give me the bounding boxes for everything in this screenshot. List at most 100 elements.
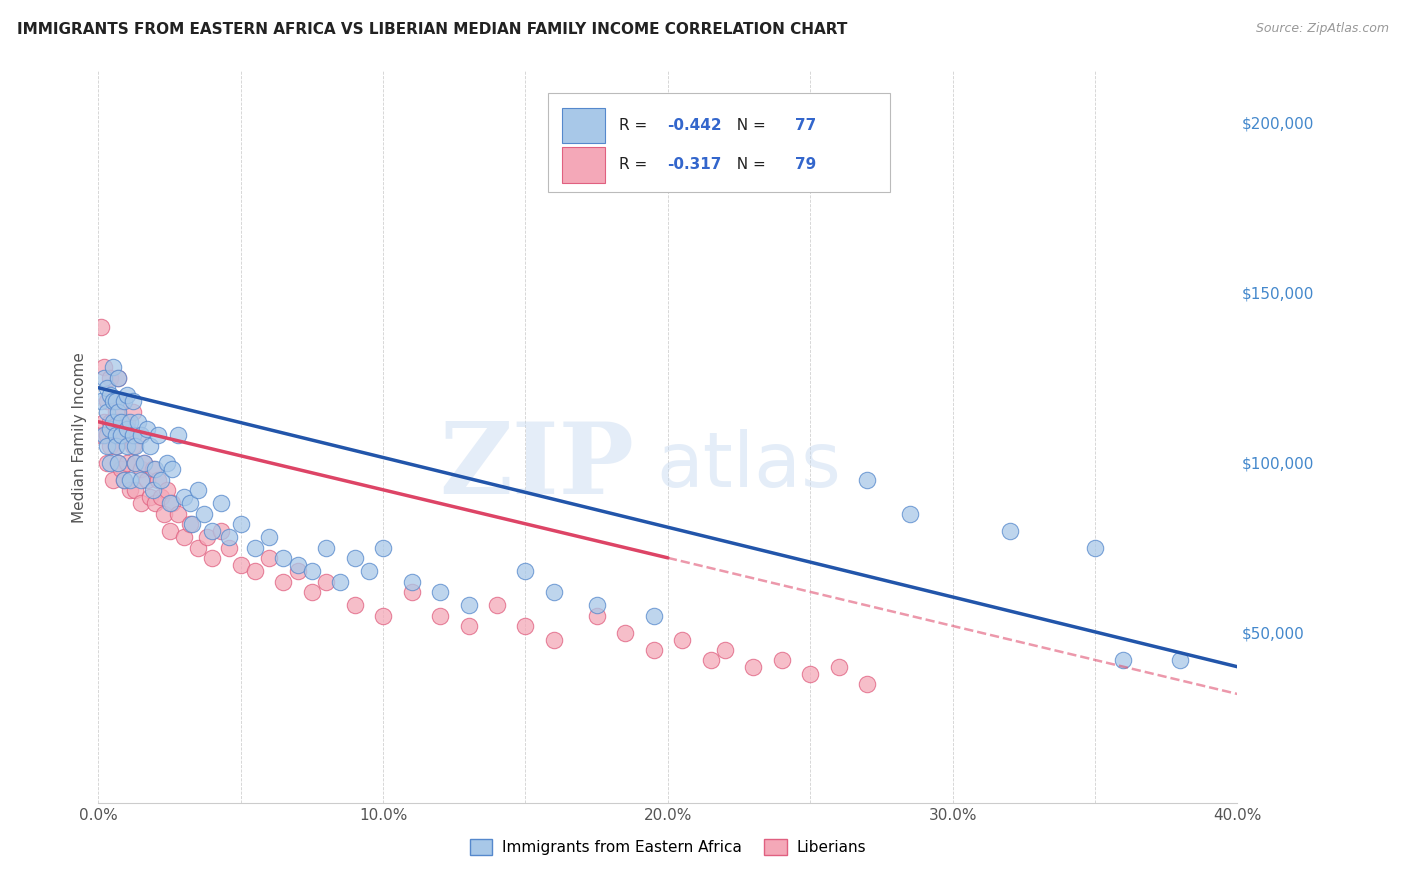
Point [121,404,143,418]
Point [329,574,352,589]
Point [401,574,423,589]
Point [110,428,132,442]
Point [357,565,380,579]
Text: N =: N = [727,118,770,133]
Point [167,428,190,442]
Point [543,632,565,647]
Point [742,659,765,673]
Point [110,428,132,442]
Point [181,516,204,531]
Point [195,531,218,545]
Point [98,421,121,435]
Point [104,428,127,442]
Point [671,632,693,647]
Point [121,394,143,409]
Point [98,415,121,429]
Point [543,585,565,599]
Point [153,507,176,521]
Text: atlas: atlas [657,429,841,503]
Point [429,585,451,599]
Point [1170,653,1192,667]
Point [187,483,209,497]
Point [98,439,121,453]
Text: -0.317: -0.317 [666,158,721,172]
Point [243,541,266,555]
Point [93,428,115,442]
Point [132,456,155,470]
Point [273,574,295,589]
Text: ZIP: ZIP [439,417,634,515]
Point [259,550,281,565]
Point [201,524,224,538]
Point [124,483,146,497]
Point [107,456,129,470]
Point [110,415,132,429]
Point [486,599,509,613]
Text: Source: ZipAtlas.com: Source: ZipAtlas.com [1256,22,1389,36]
Point [343,550,366,565]
Point [273,550,295,565]
Point [141,462,163,476]
Point [998,524,1021,538]
Point [828,659,851,673]
Point [107,370,129,384]
Point [96,404,118,418]
Point [101,428,124,442]
Point [124,456,146,470]
Point [115,415,138,429]
Point [107,456,129,470]
Point [93,360,115,375]
Point [115,456,138,470]
Point [118,483,141,497]
Point [118,428,141,442]
Point [315,541,337,555]
Point [193,507,215,521]
Point [115,387,138,401]
Point [90,319,112,334]
Point [150,473,173,487]
Point [96,439,118,453]
Point [515,619,537,633]
Point [138,439,160,453]
Point [127,415,149,429]
Point [856,677,879,691]
FancyBboxPatch shape [562,108,605,143]
Point [96,381,118,395]
Point [218,541,240,555]
Point [799,666,821,681]
Point [259,531,281,545]
Point [287,558,309,572]
Point [101,360,124,375]
Point [104,404,127,418]
Point [90,394,112,409]
Point [148,428,170,442]
Legend: Immigrants from Eastern Africa, Liberians: Immigrants from Eastern Africa, Liberian… [464,833,872,861]
Point [107,404,129,418]
Y-axis label: Median Family Income: Median Family Income [72,351,87,523]
Point [343,599,366,613]
Point [124,439,146,453]
Point [135,421,157,435]
Point [101,473,124,487]
Point [141,483,163,497]
Point [98,387,121,401]
Point [218,531,240,545]
Point [187,541,209,555]
Point [145,496,167,510]
Point [159,496,181,510]
Text: R =: R = [619,118,652,133]
Point [515,565,537,579]
Point [156,483,179,497]
Point [243,565,266,579]
Point [90,428,112,442]
Point [898,507,921,521]
Point [162,462,184,476]
Point [96,394,118,409]
Point [101,415,124,429]
Point [112,394,135,409]
Point [107,370,129,384]
Point [429,608,451,623]
Point [179,516,201,531]
Point [585,608,607,623]
Point [457,619,479,633]
